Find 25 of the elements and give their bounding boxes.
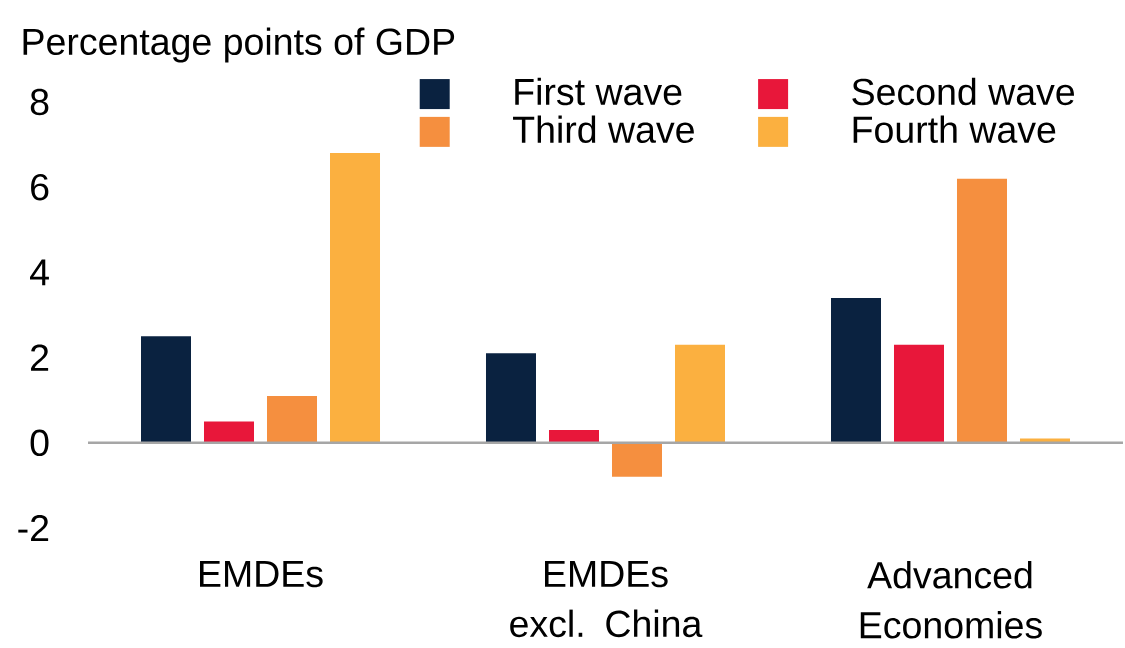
x-tick-label: EMDEs excl. China [510, 560, 703, 638]
bar [612, 442, 662, 477]
y-tick-label: -2 [18, 514, 49, 542]
x-tick-label: EMDEs [200, 560, 323, 588]
y-tick-label: 2 [31, 344, 49, 371]
y-axis-title: Percentage points of GDP [23, 27, 455, 63]
y-tick-label: 6 [31, 173, 49, 201]
bar [204, 421, 254, 443]
y-tick-label: 0 [30, 429, 49, 457]
bar [894, 344, 944, 443]
bar [141, 336, 191, 443]
legend-label: First wave [515, 77, 682, 106]
bar [675, 344, 725, 443]
legend-label: Third wave [513, 115, 694, 143]
x-tick-label: Advanced Economies [860, 560, 1042, 639]
bar [831, 297, 881, 443]
bar [486, 353, 536, 443]
y-tick-label: 8 [30, 88, 49, 116]
bar [956, 178, 1007, 443]
y-tick-label: 4 [30, 259, 49, 286]
legend-label: Second wave [852, 77, 1074, 106]
legend-label: Fourth wave [853, 115, 1056, 143]
bar [330, 153, 381, 443]
bar [549, 430, 599, 443]
bar [267, 395, 318, 443]
